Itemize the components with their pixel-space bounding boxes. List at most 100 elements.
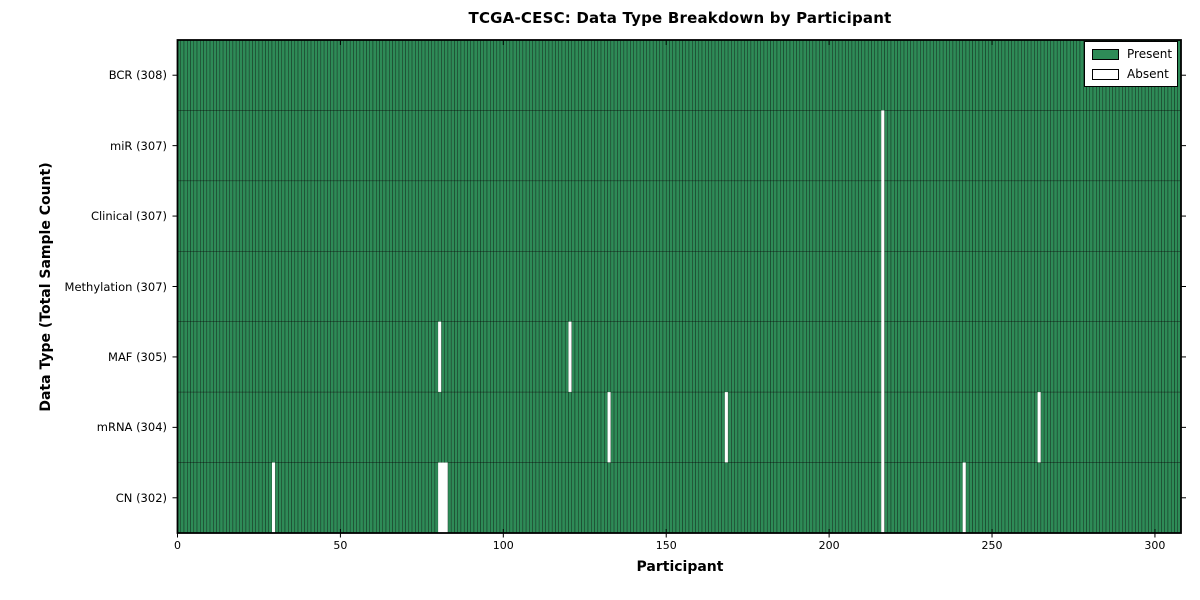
- present-bar: [747, 391, 752, 463]
- present-bar: [929, 180, 934, 252]
- present-bar: [274, 251, 279, 322]
- present-bar: [633, 180, 638, 252]
- present-bar: [773, 251, 778, 322]
- present-bar: [477, 110, 481, 182]
- present-bar: [405, 391, 410, 463]
- present-bar: [359, 251, 364, 322]
- present-bar: [633, 462, 638, 534]
- present-bar: [841, 321, 846, 393]
- present-bar: [470, 321, 475, 393]
- present-bar: [1076, 39, 1081, 111]
- present-bar: [1024, 180, 1029, 252]
- present-bar: [587, 462, 592, 534]
- present-bar: [1118, 462, 1123, 534]
- present-bar: [714, 462, 719, 534]
- present-bar: [851, 462, 856, 534]
- present-bar: [597, 110, 602, 182]
- present-bar: [561, 462, 566, 534]
- present-bar: [962, 391, 967, 463]
- present-bar: [1164, 251, 1169, 322]
- present-bar: [861, 321, 866, 393]
- present-bar: [1102, 180, 1107, 252]
- present-bar: [578, 180, 582, 252]
- present-bar: [867, 39, 872, 111]
- present-bar: [578, 110, 582, 182]
- present-bar: [1014, 321, 1019, 393]
- present-bar: [219, 180, 224, 252]
- present-bar: [1001, 462, 1006, 534]
- present-bar: [1170, 391, 1175, 463]
- present-bar: [1125, 462, 1130, 534]
- present-bar: [1154, 110, 1159, 182]
- present-bar: [542, 39, 546, 111]
- present-bar: [535, 391, 540, 463]
- present-bar: [929, 251, 934, 322]
- present-bar: [1096, 321, 1100, 393]
- present-bar: [965, 251, 970, 322]
- present-bar: [278, 462, 283, 534]
- present-bar: [385, 391, 390, 463]
- present-bar: [506, 462, 511, 534]
- present-bar: [734, 462, 739, 534]
- present-bar: [509, 180, 514, 252]
- present-bar: [753, 391, 758, 463]
- present-bar: [894, 110, 898, 182]
- present-bar: [1086, 180, 1091, 252]
- present-bar: [1053, 391, 1058, 463]
- present-bar: [336, 321, 341, 393]
- present-bar: [1151, 462, 1156, 534]
- present-bar: [349, 39, 354, 111]
- present-bar: [959, 462, 963, 534]
- present-bar: [463, 110, 468, 182]
- present-bar: [825, 39, 830, 111]
- present-bar: [848, 391, 853, 463]
- present-bar: [662, 251, 667, 322]
- present-bar: [903, 251, 908, 322]
- present-bar: [773, 462, 778, 534]
- present-bar: [470, 462, 475, 534]
- present-bar: [799, 391, 804, 463]
- present-bar: [1043, 39, 1048, 111]
- present-bar: [356, 39, 361, 111]
- present-bar: [988, 180, 993, 252]
- present-bar: [503, 110, 507, 182]
- present-bar: [203, 251, 208, 322]
- present-bar: [1096, 251, 1100, 322]
- present-bar: [581, 180, 586, 252]
- present-bar: [1011, 39, 1016, 111]
- present-bar: [985, 39, 990, 111]
- present-bar: [646, 462, 651, 534]
- present-bar: [916, 39, 921, 111]
- present-bar: [382, 321, 387, 393]
- present-bar: [349, 251, 354, 322]
- present-bar: [385, 321, 390, 393]
- present-bar: [398, 110, 403, 182]
- present-bar: [206, 462, 211, 534]
- present-bar: [838, 321, 843, 393]
- present-bar: [780, 321, 784, 393]
- present-bar: [486, 39, 491, 111]
- present-bar: [646, 391, 651, 463]
- present-bar: [854, 39, 859, 111]
- present-bar: [721, 321, 726, 393]
- present-bar: [1174, 321, 1178, 393]
- present-bar: [389, 39, 393, 111]
- present-bar: [897, 321, 902, 393]
- present-bar: [731, 110, 735, 182]
- present-bar: [480, 251, 485, 322]
- present-bar: [890, 391, 895, 463]
- present-bar: [444, 391, 449, 463]
- present-bar: [721, 39, 726, 111]
- present-bar: [890, 462, 895, 534]
- present-bar: [740, 39, 745, 111]
- present-bar: [226, 180, 230, 252]
- present-bar: [353, 462, 357, 534]
- present-bar: [431, 391, 436, 463]
- present-bar: [763, 39, 768, 111]
- present-bar: [965, 391, 970, 463]
- present-bar: [288, 39, 292, 111]
- present-bar: [213, 251, 217, 322]
- present-bar: [698, 462, 703, 534]
- present-bar: [688, 321, 693, 393]
- present-bar: [760, 251, 765, 322]
